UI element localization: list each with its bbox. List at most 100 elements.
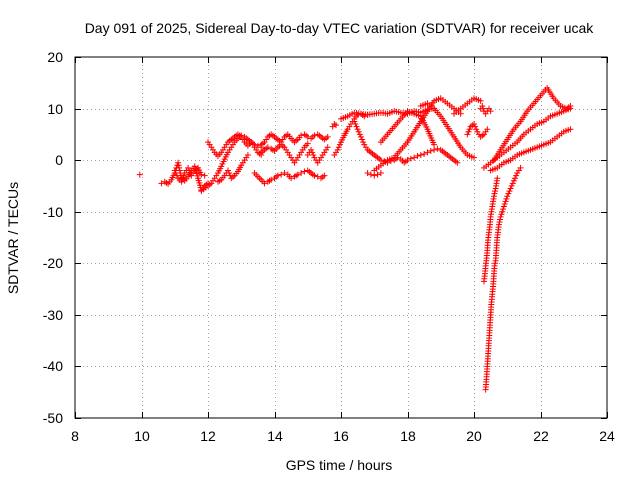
x-tick-labels: 8 10 12 14 16 18 20 22 24 (71, 428, 615, 444)
data-point-marker (513, 172, 520, 179)
data-point-marker (173, 172, 180, 179)
data-point-marker (175, 162, 182, 169)
data-point-marker (367, 171, 374, 178)
data-point-marker (490, 193, 497, 200)
data-point-marker (201, 172, 208, 179)
data-point-marker (498, 211, 505, 218)
data-point-marker (377, 170, 384, 177)
data-point-marker (374, 171, 381, 178)
data-point-marker (497, 213, 504, 220)
data-point-marker (226, 170, 233, 177)
x-tick-label: 8 (71, 428, 79, 444)
data-point-marker (308, 146, 315, 153)
data-point-marker (509, 180, 516, 187)
data-point-marker (310, 151, 317, 158)
data-point-marker (417, 151, 424, 158)
data-point-marker (298, 170, 305, 177)
data-point-marker (288, 175, 295, 182)
data-point-marker (333, 122, 340, 129)
data-point-marker (158, 180, 165, 187)
data-point-marker (477, 97, 484, 104)
data-point-marker (224, 167, 231, 174)
data-point-marker (502, 198, 509, 205)
data-point-marker (198, 171, 205, 178)
data-point-marker (377, 157, 384, 164)
data-point-marker (324, 133, 331, 140)
data-point-marker (321, 172, 328, 179)
data-point-marker (359, 136, 366, 143)
data-point-marker (281, 170, 288, 177)
data-point-marker (371, 172, 378, 179)
data-point-marker (360, 139, 367, 146)
data-point-marker (136, 171, 143, 178)
data-point-marker (353, 123, 360, 130)
data-point-marker (434, 145, 441, 152)
x-tick-label: 22 (533, 428, 549, 444)
data-point-marker (567, 126, 574, 133)
x-tick-label: 14 (267, 428, 283, 444)
data-point-marker (501, 200, 508, 207)
data-markers (136, 84, 574, 393)
data-point-marker (497, 216, 504, 223)
data-point-marker (499, 208, 506, 215)
data-point-marker (471, 154, 477, 161)
data-point-marker (176, 164, 183, 171)
data-point-marker (506, 188, 513, 195)
data-point-marker (517, 164, 524, 171)
data-point-marker (424, 149, 431, 156)
data-point-marker (431, 141, 438, 148)
data-point-marker (357, 133, 364, 140)
data-point-marker (457, 110, 464, 117)
data-point-marker (473, 126, 480, 133)
data-point-marker (464, 131, 471, 138)
data-point-marker (244, 151, 251, 158)
chart-title: Day 091 of 2025, Sidereal Day-to-day VTE… (85, 20, 595, 36)
data-point-marker (492, 188, 499, 195)
data-point-marker (354, 126, 361, 133)
x-axis-label: GPS time / hours (286, 457, 393, 473)
data-point-marker (507, 185, 514, 192)
data-point-marker (351, 118, 358, 125)
y-tick-label: -40 (43, 358, 63, 374)
data-point-marker (185, 164, 192, 171)
y-tick-label: -10 (43, 204, 63, 220)
data-point-marker (567, 102, 574, 109)
axis-ticks (75, 57, 608, 419)
data-point-marker (309, 149, 316, 156)
data-point-marker (512, 175, 519, 182)
data-point-marker (311, 172, 318, 179)
data-point-marker (466, 126, 473, 133)
data-point-marker (172, 170, 179, 177)
x-tick-label: 20 (466, 428, 482, 444)
y-tick-label: -20 (43, 255, 63, 271)
data-point-marker (487, 108, 494, 115)
data-point-marker (510, 177, 517, 184)
data-point-marker (508, 182, 515, 189)
y-tick-label: 20 (47, 49, 63, 65)
data-point-marker (491, 190, 498, 197)
data-point-marker (324, 144, 331, 151)
data-point-marker (304, 140, 311, 147)
data-point-marker (427, 147, 434, 154)
data-point-marker (404, 157, 411, 164)
y-tick-label: -50 (43, 410, 63, 426)
data-point-marker (472, 123, 479, 130)
data-point-marker (356, 131, 363, 138)
y-axis-label: SDTVAR / TECUs (5, 182, 21, 294)
data-point-marker (479, 102, 486, 109)
data-point-marker (355, 128, 362, 135)
data-point-marker (186, 167, 193, 174)
data-point-marker (336, 141, 343, 148)
x-tick-label: 18 (400, 428, 416, 444)
data-point-marker (171, 167, 178, 174)
data-point-marker (465, 128, 472, 135)
data-point-marker (411, 154, 418, 161)
data-point-marker (175, 159, 182, 166)
data-point-marker (505, 190, 512, 197)
data-point-marker (294, 171, 301, 178)
data-point-marker (494, 175, 501, 182)
data-point-marker (334, 146, 341, 153)
data-point-marker (407, 155, 414, 162)
data-point-marker (264, 144, 271, 151)
